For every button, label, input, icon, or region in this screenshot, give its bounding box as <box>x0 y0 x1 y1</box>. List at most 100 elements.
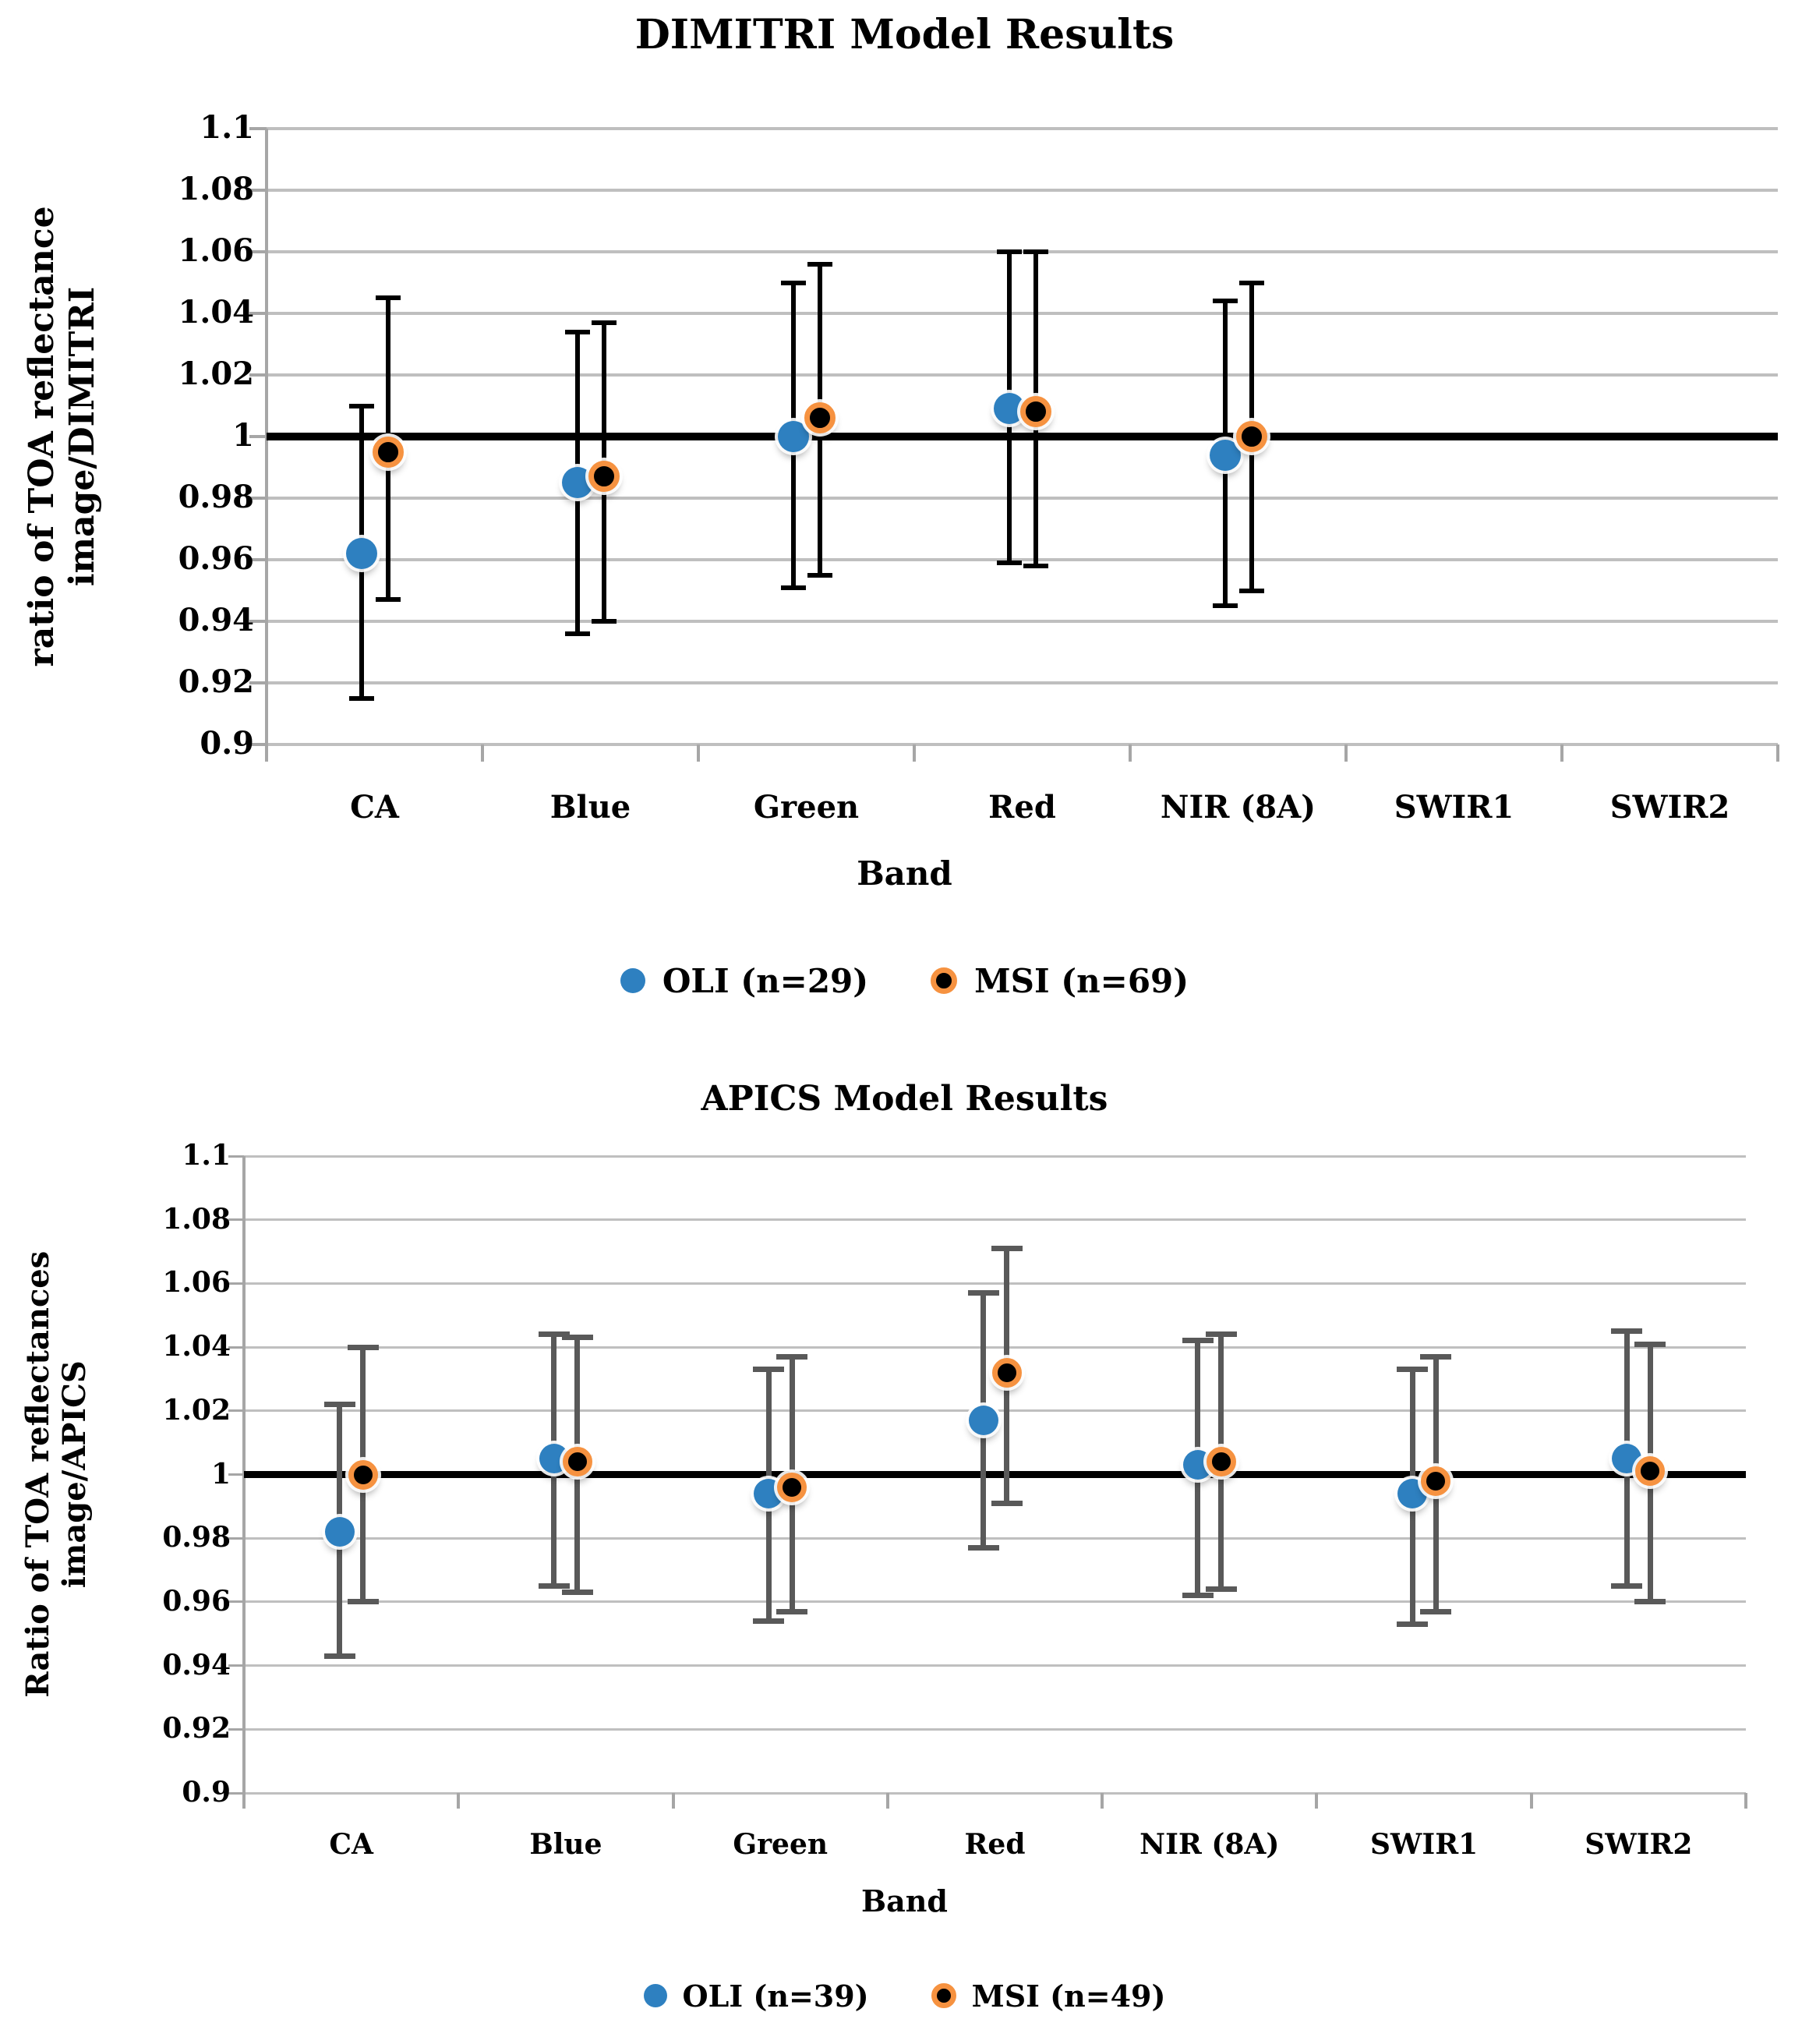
error-bar-oli-Green <box>790 282 796 588</box>
error-cap-bottom <box>967 1544 999 1551</box>
error-cap-bottom <box>348 695 374 701</box>
marker-msi-NIR (8A) <box>1206 1447 1236 1477</box>
error-cap-bottom <box>1205 1586 1237 1593</box>
marker-msi-CA <box>372 436 404 468</box>
gridline <box>249 312 267 315</box>
gridline <box>228 1282 244 1285</box>
y-axis-title-line: Ratio of TOA reflectances <box>19 1250 56 1698</box>
legend-item-msi: MSI (n=69) <box>931 962 1189 1000</box>
gridline <box>228 1600 244 1604</box>
category-label-Red: Red <box>988 789 1056 826</box>
marker-msi-Green <box>804 402 836 434</box>
marker-oli-Green <box>777 421 809 452</box>
legend-item-msi: MSI (n=49) <box>931 1978 1166 2014</box>
error-cap-top <box>538 1331 570 1338</box>
category-label-CA: CA <box>350 789 399 826</box>
y-axis-title-line: ratio of TOA reflectance <box>22 206 62 667</box>
error-bar-oli-Red <box>980 1293 986 1548</box>
gridline <box>228 1791 244 1795</box>
gridline <box>244 1791 1746 1795</box>
marker-msi-CA <box>348 1459 378 1490</box>
marker-oli-SWIR2 <box>1612 1444 1642 1474</box>
error-cap-top <box>780 280 806 285</box>
x-tick <box>1344 744 1348 762</box>
gridline <box>228 1727 244 1731</box>
category-label-Blue: Blue <box>549 789 631 826</box>
error-bar-msi-Green <box>789 1356 795 1612</box>
category-label-Green: Green <box>753 789 860 826</box>
category-label-NIR (8A): NIR (8A) <box>1160 789 1316 826</box>
gridline <box>249 373 267 377</box>
error-cap-top <box>1420 1353 1452 1360</box>
error-cap-bottom <box>776 1608 808 1614</box>
error-cap-top <box>564 329 590 334</box>
gridline <box>267 620 1778 623</box>
x-tick <box>1560 744 1563 762</box>
oli-marker-icon <box>620 968 645 993</box>
error-bar-msi-NIR (8A) <box>1249 282 1254 591</box>
error-cap-top <box>776 1353 808 1360</box>
error-bar-oli-Blue <box>551 1334 557 1586</box>
error-cap-bottom <box>564 631 590 636</box>
marker-msi-Green <box>777 1472 807 1502</box>
gridline <box>267 435 1778 438</box>
gridline <box>228 1537 244 1540</box>
gridline <box>267 681 1778 684</box>
legend-label-msi: MSI (n=49) <box>971 1978 1166 2014</box>
gridline <box>267 497 1778 500</box>
marker-oli-NIR (8A) <box>1182 1450 1213 1480</box>
error-cap-bottom <box>753 1618 785 1624</box>
y-axis-line <box>265 129 268 762</box>
error-cap-top <box>1397 1367 1429 1373</box>
error-cap-bottom <box>991 1500 1023 1506</box>
x-tick <box>885 1793 889 1809</box>
y-axis-title-line: image/DIMITRI <box>62 286 102 587</box>
x-tick <box>1129 744 1132 762</box>
legend-item-oli: OLI (n=39) <box>643 1979 869 2014</box>
error-cap-bottom <box>1182 1593 1214 1599</box>
error-bar-oli-Green <box>765 1369 772 1621</box>
gridline <box>249 558 267 561</box>
error-bar-oli-SWIR2 <box>1624 1331 1630 1586</box>
category-label-SWIR2: SWIR2 <box>1609 789 1730 826</box>
error-bar-oli-Blue <box>574 331 580 634</box>
gridline <box>228 1346 244 1349</box>
category-label-CA: CA <box>329 1828 373 1861</box>
category-label-Red: Red <box>964 1828 1026 1861</box>
category-label-SWIR1: SWIR1 <box>1394 789 1514 826</box>
x-tick <box>1776 744 1779 762</box>
category-label-Blue: Blue <box>529 1828 602 1861</box>
error-bar-msi-Blue <box>574 1337 581 1593</box>
gridline <box>267 312 1778 315</box>
reference-line <box>244 1471 1746 1478</box>
x-axis-title-dimitri: Band <box>857 854 952 893</box>
error-cap-top <box>753 1367 785 1373</box>
marker-oli-Green <box>754 1479 784 1508</box>
gridline <box>249 435 267 438</box>
gridline <box>244 1664 1746 1667</box>
error-bar-msi-CA <box>385 298 390 600</box>
gridline <box>249 620 267 623</box>
reference-line <box>267 433 1778 440</box>
gridline <box>244 1727 1746 1731</box>
error-cap-bottom <box>996 560 1022 565</box>
error-cap-top <box>967 1290 999 1296</box>
gridline <box>267 127 1778 130</box>
gridline <box>244 1409 1746 1413</box>
gridline <box>228 1473 244 1476</box>
error-cap-top <box>991 1245 1023 1251</box>
gridline <box>244 1218 1746 1222</box>
x-tick <box>1101 1793 1104 1809</box>
marker-oli-SWIR1 <box>1397 1479 1428 1508</box>
error-cap-top <box>1023 249 1048 254</box>
legend-item-oli: OLI (n=29) <box>620 962 868 1000</box>
gridline <box>249 250 267 253</box>
y-axis-title-dimitri: ratio of TOA reflectance image/DIMITRI <box>22 86 103 787</box>
error-bar-msi-CA <box>360 1347 366 1602</box>
error-cap-bottom <box>375 597 401 603</box>
x-tick <box>913 744 916 762</box>
marker-msi-Red <box>991 1357 1022 1388</box>
legend-dimitri: OLI (n=29) MSI (n=69) <box>0 956 1809 1006</box>
